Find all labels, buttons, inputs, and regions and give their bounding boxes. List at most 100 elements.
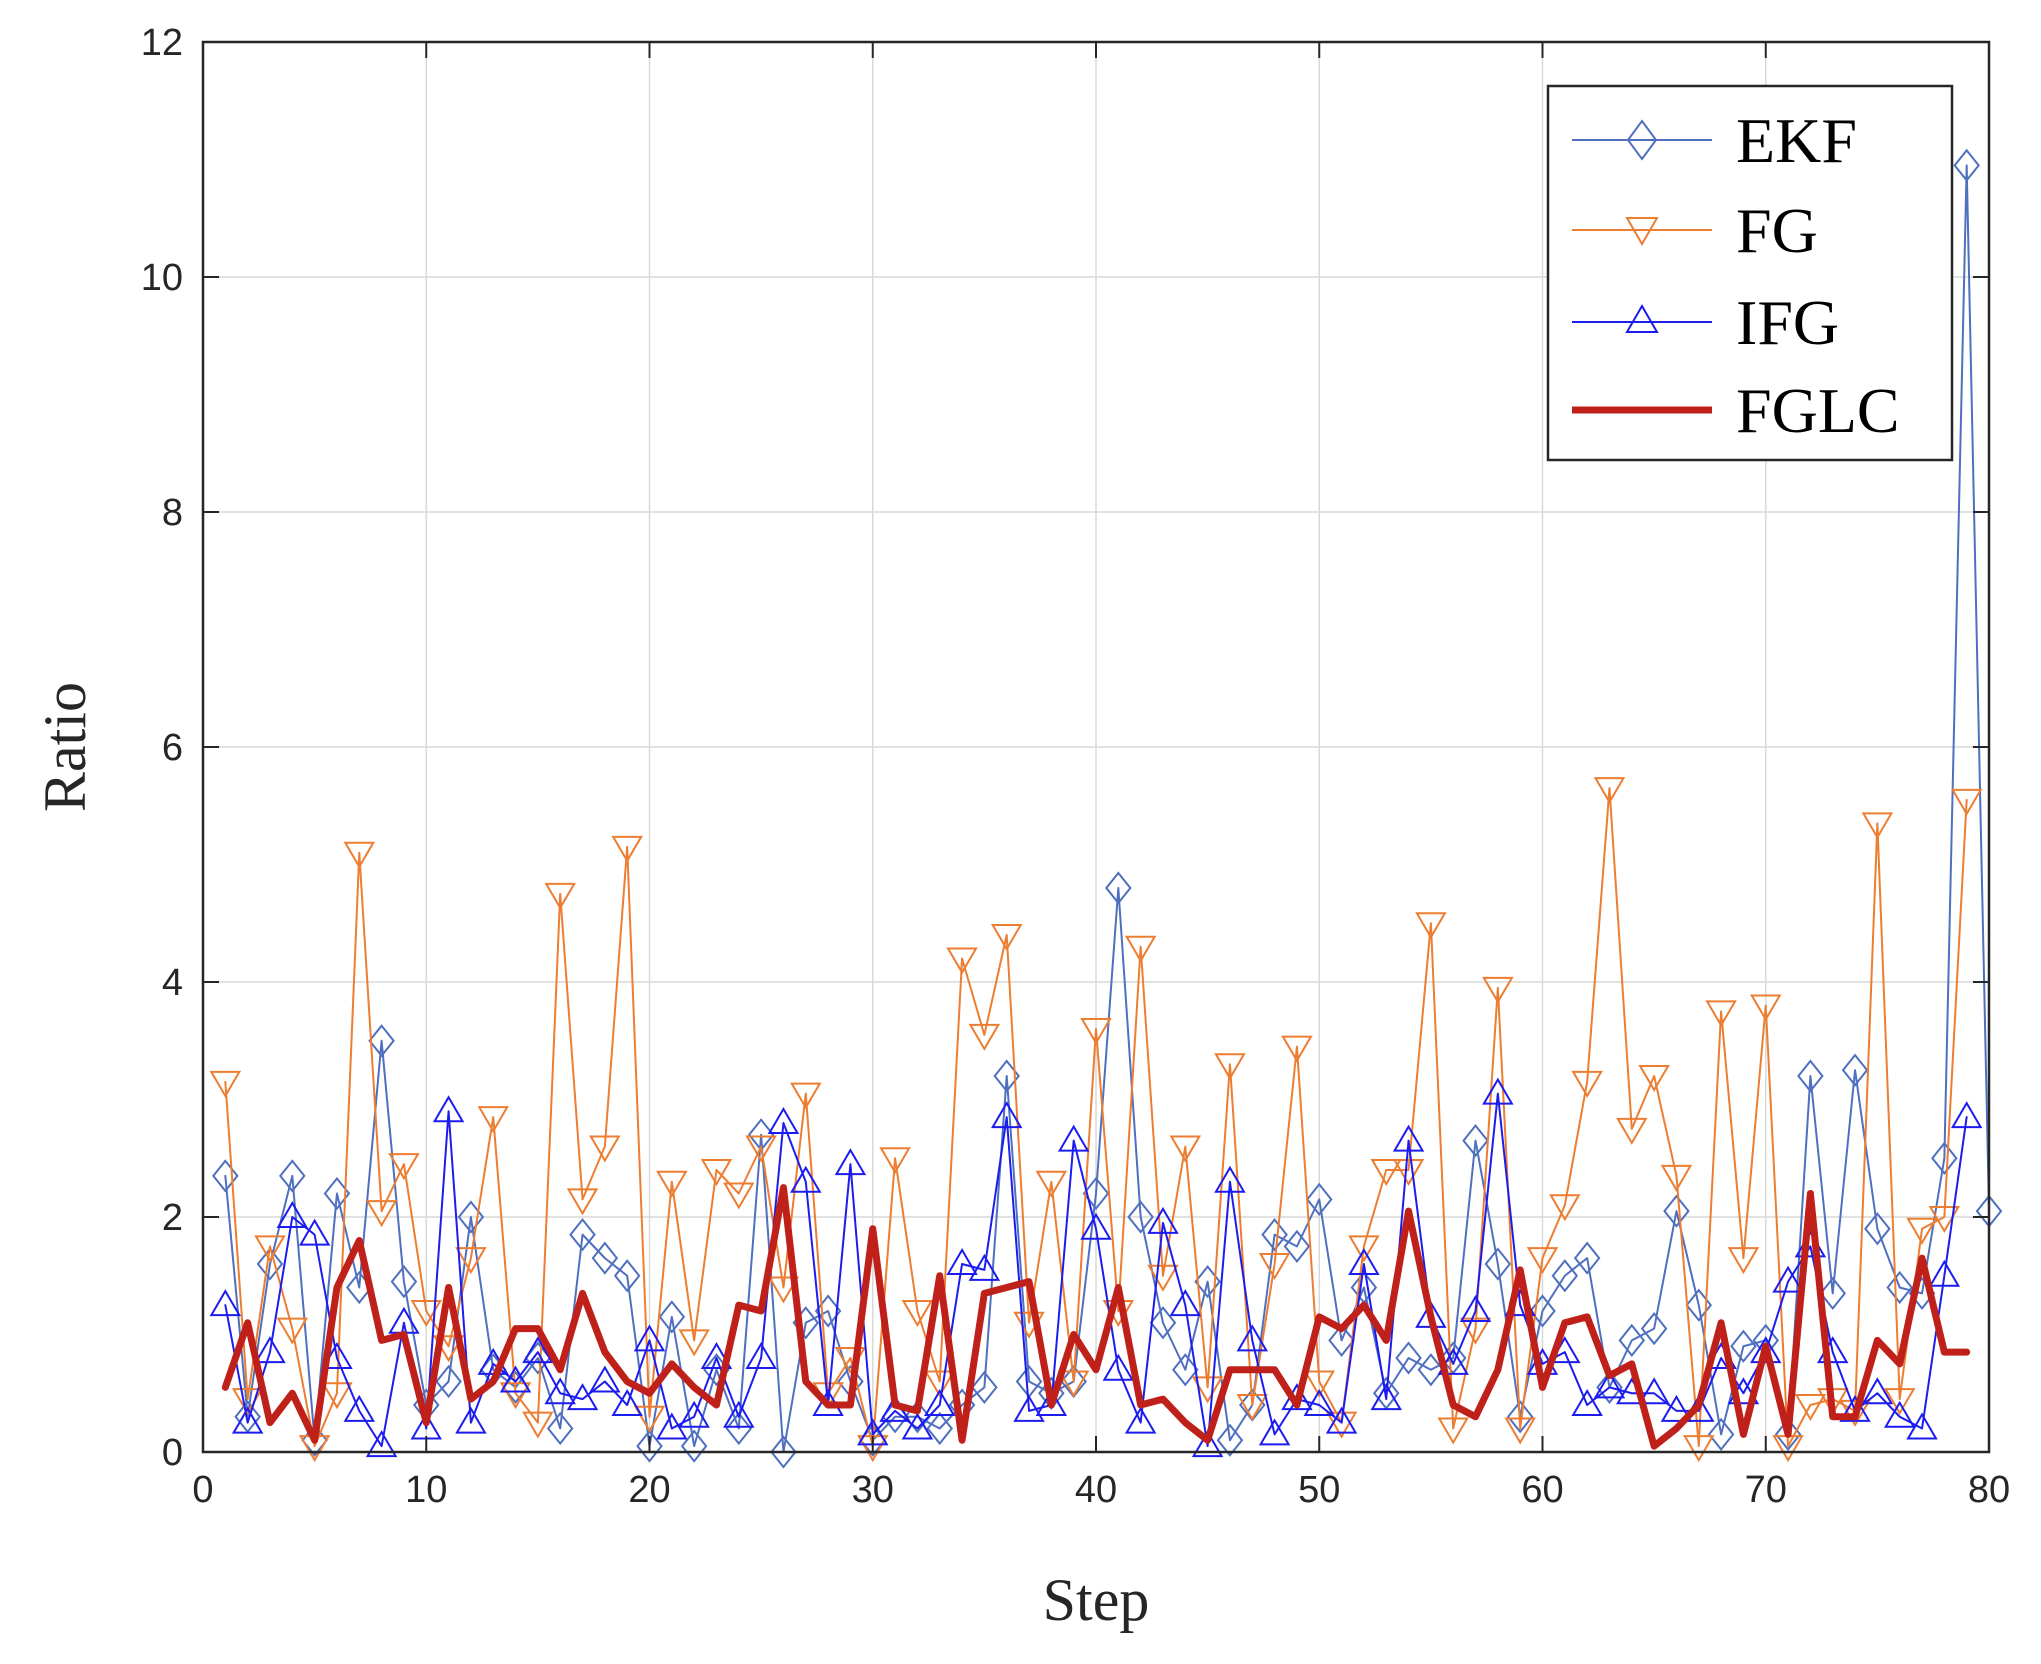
data-point-ekf — [613, 1259, 641, 1293]
data-point-fg — [1437, 1417, 1469, 1445]
data-point-fg — [1035, 1170, 1068, 1198]
x-tick-label: 0 — [192, 1469, 213, 1511]
data-point-ekf — [1663, 1194, 1690, 1228]
ticks: 0 10 20 30 40 50 60 70 80 0 2 4 6 8 10 12 — [141, 22, 2010, 1511]
data-point-ifg — [834, 1148, 867, 1176]
data-point-ekf — [1886, 1270, 1913, 1305]
data-point-ifg — [1593, 1371, 1626, 1399]
data-point-ifg — [1370, 1383, 1402, 1411]
data-point-ekf — [658, 1300, 686, 1334]
data-point-ifg — [633, 1324, 666, 1352]
y-tick-label: 12 — [141, 22, 183, 64]
series-line-ifg — [224, 1092, 1968, 1448]
x-tick-label: 80 — [1968, 1469, 2010, 1511]
data-point-ekf — [1462, 1124, 1489, 1158]
data-point-ifg — [1950, 1101, 1983, 1129]
data-point-ekf — [279, 1159, 306, 1193]
legend-label-fglc: FGLC — [1736, 375, 1900, 446]
data-point-ekf — [1529, 1294, 1556, 1328]
data-point-fg — [1683, 1435, 1715, 1463]
data-point-ifg — [968, 1253, 1001, 1281]
data-point-fg — [1549, 1194, 1581, 1222]
data-point-ekf — [1506, 1400, 1534, 1434]
data-point-fg — [477, 1106, 509, 1134]
data-point-ekf — [546, 1411, 574, 1446]
data-point-ekf — [1283, 1229, 1311, 1263]
data-point-ekf — [390, 1265, 418, 1299]
data-point-ifg — [1437, 1347, 1469, 1375]
data-point-fg — [923, 1370, 956, 1398]
data-point-ekf — [1328, 1323, 1355, 1357]
data-point-fg — [1080, 1018, 1112, 1045]
data-point-fg — [790, 1082, 822, 1110]
data-point-fg — [1191, 1376, 1224, 1404]
data-point-fg — [1281, 1035, 1313, 1063]
y-tick-label: 2 — [162, 1197, 183, 1239]
data-point-ekf — [926, 1411, 954, 1446]
series-layer — [209, 148, 2003, 1469]
data-point-fg — [1950, 788, 1983, 816]
data-point-fg — [1705, 1000, 1737, 1028]
data-point-ifg — [1303, 1389, 1335, 1416]
data-point-fg — [611, 835, 643, 863]
data-point-ifg — [1772, 1265, 1804, 1293]
data-point-fg — [1616, 1117, 1648, 1145]
y-tick-label: 10 — [141, 257, 183, 299]
data-point-ekf — [1082, 1176, 1110, 1211]
data-point-ekf — [1261, 1218, 1288, 1252]
data-point-ifg — [231, 1406, 264, 1434]
data-point-fg — [879, 1147, 911, 1175]
data-point-ekf — [1640, 1312, 1668, 1346]
data-point-fg — [723, 1182, 755, 1210]
data-point-fg — [901, 1300, 934, 1327]
data-point-ifg — [1236, 1324, 1269, 1352]
data-point-fg — [1727, 1247, 1760, 1275]
data-point-ekf — [1417, 1353, 1445, 1387]
data-point-fg — [1660, 1164, 1693, 1192]
y-tick-label: 8 — [162, 492, 183, 534]
data-point-fg — [1883, 1388, 1916, 1416]
data-point-ifg — [1906, 1412, 1938, 1440]
data-point-ifg — [1057, 1124, 1090, 1152]
data-point-fg — [1482, 976, 1514, 1004]
data-point-fg — [1057, 1370, 1090, 1398]
data-point-ekf — [1573, 1241, 1601, 1275]
data-point-ifg — [455, 1406, 487, 1434]
data-point-ifg — [723, 1400, 755, 1428]
data-point-ekf — [569, 1218, 596, 1252]
data-point-ifg — [678, 1400, 710, 1428]
y-axis-title: Ratio — [32, 682, 98, 812]
data-point-ekf — [1707, 1417, 1735, 1451]
data-point-fg — [968, 1023, 1001, 1051]
data-point-ifg — [1214, 1165, 1246, 1193]
data-point-fg — [209, 1070, 242, 1098]
data-point-fg — [1124, 935, 1157, 963]
data-point-ifg — [767, 1107, 800, 1134]
data-point-ekf — [212, 1159, 239, 1193]
data-point-ekf — [1864, 1212, 1891, 1246]
data-point-ifg — [544, 1377, 576, 1405]
x-axis-title: Step — [1043, 1567, 1150, 1633]
legend-label-ekf: EKF — [1736, 105, 1857, 176]
data-point-ekf — [971, 1370, 998, 1404]
data-point-fg — [1571, 1070, 1603, 1098]
x-tick-label: 60 — [1521, 1469, 1563, 1511]
data-point-ifg — [1459, 1295, 1492, 1322]
data-point-fg — [1750, 994, 1782, 1022]
data-point-ifg — [1482, 1077, 1514, 1105]
data-point-ifg — [343, 1394, 376, 1422]
data-point-ifg — [1013, 1394, 1045, 1422]
data-point-ifg — [1571, 1389, 1603, 1416]
x-tick-label: 70 — [1745, 1469, 1787, 1511]
data-point-fg — [1459, 1317, 1492, 1345]
data-point-ekf — [1216, 1423, 1244, 1457]
data-point-ifg — [365, 1430, 398, 1458]
triangle-up-marker-icon — [1625, 303, 1659, 333]
triangle-down-marker-icon — [1625, 217, 1659, 247]
data-point-ekf — [725, 1411, 753, 1446]
data-point-ifg — [1191, 1430, 1224, 1458]
x-tick-label: 40 — [1075, 1469, 1117, 1511]
data-point-ifg — [1839, 1394, 1871, 1422]
data-point-ekf — [1149, 1306, 1177, 1340]
data-point-ekf — [1172, 1353, 1199, 1387]
